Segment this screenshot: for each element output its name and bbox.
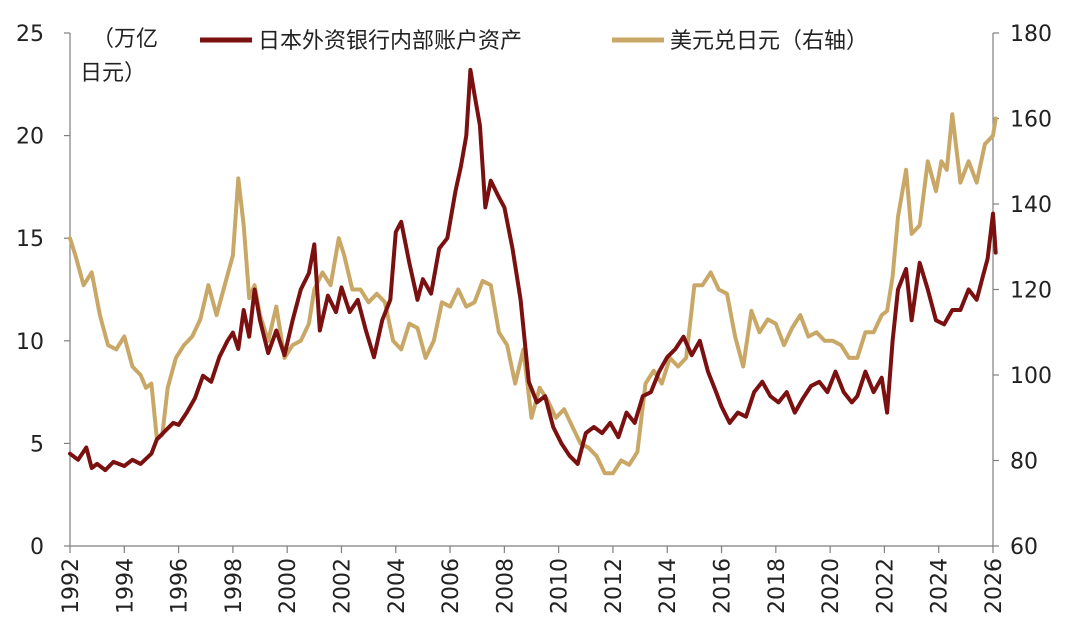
x-axis-tick-label: 2012: [602, 558, 627, 614]
x-axis-tick-label: 2020: [819, 558, 844, 614]
x-axis-tick-label: 2008: [493, 558, 518, 614]
left-axis-tick-label: 0: [30, 535, 44, 560]
series-line-usd-jpy: [68, 112, 998, 476]
x-axis-tick-label: 2022: [873, 558, 898, 614]
left-axis-unit-line-2: 日元）: [80, 61, 146, 86]
x-axis-tick-label: 2000: [276, 558, 301, 614]
right-axis-tick-label: 160: [1010, 108, 1052, 133]
series-line-japan-foreign-bank-assets: [68, 67, 998, 473]
left-axis-tick-label: 5: [30, 432, 44, 457]
x-axis-tick-label: 2002: [330, 558, 355, 614]
right-axis-tick-label: 80: [1010, 450, 1038, 475]
right-axis-tick-label: 180: [1010, 22, 1052, 47]
x-axis-tick-label: 2018: [765, 558, 790, 614]
right-axis-tick-label: 60: [1010, 535, 1038, 560]
left-axis-tick-label: 15: [16, 227, 44, 252]
x-axis-tick-label: 2024: [928, 558, 953, 614]
right-axis-tick-label: 140: [1010, 193, 1052, 218]
x-axis-tick-label: 2026: [982, 558, 1007, 614]
left-axis-tick-label: 10: [16, 330, 44, 355]
left-axis-unit-label: （万亿 日元）: [80, 27, 158, 86]
series-layer: [68, 67, 998, 476]
x-axis-tick-label: 2010: [548, 558, 573, 614]
x-axis-tick-label: 2016: [711, 558, 736, 614]
legend-label: 美元兑日元（右轴）: [670, 29, 868, 54]
x-axis-tick-label: 1996: [168, 558, 193, 614]
left-axis-tick-label: 20: [16, 125, 44, 150]
right-axis-tick-label: 100: [1010, 364, 1052, 389]
x-axis-tick-label: 2014: [656, 558, 681, 614]
x-axis-tick-label: 1994: [113, 558, 138, 614]
left-axis-tick-label: 25: [16, 22, 44, 47]
legend-item-usd-jpy: 美元兑日元（右轴）: [612, 29, 868, 54]
x-axis-tick-label: 1992: [59, 558, 84, 614]
legend: 日本外资银行内部账户资产 美元兑日元（右轴）: [200, 29, 868, 54]
x-axis-tick-label: 2006: [439, 558, 464, 614]
axes: 0 5 10 15 20 25 60 80 100 120 140 160 180 1992 1994 199…: [16, 22, 1052, 614]
x-axis-tick-label: 2004: [385, 558, 410, 614]
legend-label: 日本外资银行内部账户资产: [258, 29, 522, 54]
legend-item-japan-foreign-bank-assets: 日本外资银行内部账户资产: [200, 29, 522, 54]
x-axis-tick-label: 1998: [222, 558, 247, 614]
left-axis-unit-line-1: （万亿: [92, 27, 158, 52]
right-axis-tick-label: 120: [1010, 279, 1052, 304]
